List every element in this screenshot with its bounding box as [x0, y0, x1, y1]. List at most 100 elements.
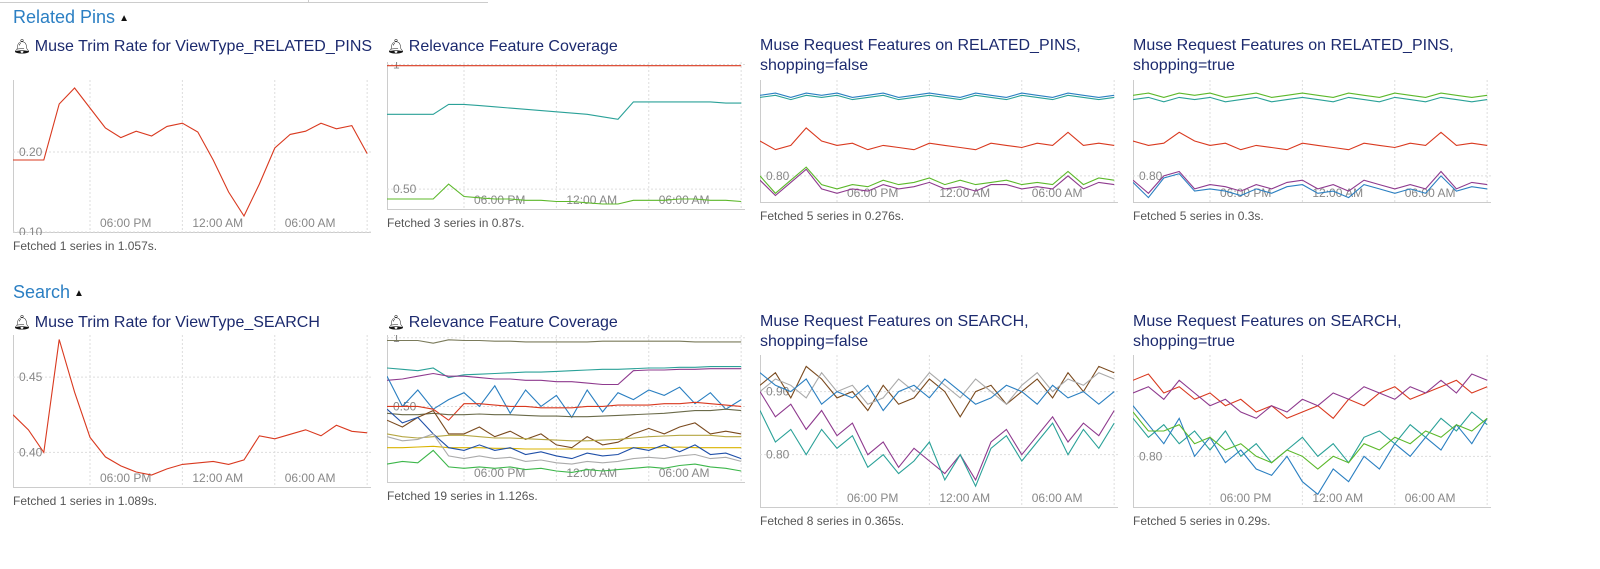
x-tick-label: 06:00 AM: [659, 193, 710, 207]
series-line-7[interactable]: [387, 433, 742, 442]
series-line-11[interactable]: [387, 449, 742, 473]
series-line-3[interactable]: [1133, 170, 1488, 195]
x-tick-label: 06:00 AM: [659, 466, 710, 480]
series-line-4[interactable]: [760, 410, 1115, 488]
series-line-0[interactable]: [1133, 92, 1488, 98]
series-line-1[interactable]: [1133, 96, 1488, 103]
fetch-status: Fetched 1 series in 1.057s.: [13, 239, 158, 253]
chart-title-text: Muse Request Features on RELATED_PINS, s…: [1133, 37, 1454, 74]
series-line-4[interactable]: [760, 168, 1115, 197]
x-tick-label: 06:00 AM: [285, 216, 336, 230]
y-tick-label: 0.80: [766, 169, 790, 183]
series-line-4[interactable]: [1133, 173, 1488, 199]
fetch-status: Fetched 1 series in 1.089s.: [13, 494, 158, 508]
series-line-1[interactable]: [760, 94, 1115, 101]
series-line-0[interactable]: [13, 339, 368, 476]
series-line-8[interactable]: [387, 445, 742, 450]
series-line-4[interactable]: [1133, 411, 1488, 470]
series-line-1[interactable]: [1133, 373, 1488, 419]
y-tick-label: 0.50: [393, 182, 417, 196]
fetch-status: Fetched 5 series in 0.276s.: [760, 209, 905, 223]
series-line-1[interactable]: [387, 101, 742, 120]
x-tick-label: 12:00 AM: [939, 186, 990, 200]
chart-title[interactable]: Muse Request Features on RELATED_PINS, s…: [760, 36, 1132, 76]
chart-panel: Muse Request Features on RELATED_PINS, s…: [760, 36, 1132, 223]
chart-title-text: Muse Request Features on SEARCH, shoppin…: [760, 313, 1029, 350]
chart-title[interactable]: 🔔︎ Relevance Feature Coverage: [387, 312, 759, 352]
series-line-5[interactable]: [387, 408, 742, 418]
x-tick-label: 12:00 AM: [1312, 491, 1363, 505]
section-label: Related Pins: [13, 7, 116, 27]
x-tick-label: 06:00 AM: [285, 471, 336, 485]
series-line-2[interactable]: [1133, 131, 1488, 151]
series-line-4[interactable]: [387, 401, 742, 421]
section-related-pins[interactable]: Related Pins ▲: [13, 7, 129, 28]
chart-title[interactable]: 🔔︎ Muse Trim Rate for ViewType_SEARCH: [13, 312, 385, 352]
y-tick-label: 1: [393, 62, 400, 71]
series-line-1[interactable]: [760, 371, 1115, 405]
x-tick-label: 06:00 AM: [1032, 186, 1083, 200]
x-tick-label: 06:00 PM: [1220, 491, 1271, 505]
series-line-0[interactable]: [387, 339, 742, 344]
y-tick-label: 0.10: [19, 225, 43, 235]
section-search[interactable]: Search ▲: [13, 282, 84, 303]
y-tick-label: 0.90: [766, 385, 790, 399]
bell-icon: 🔔︎: [13, 314, 31, 330]
series-line-1[interactable]: [387, 366, 742, 379]
series-line-3[interactable]: [760, 391, 1115, 482]
series-line-6[interactable]: [387, 409, 742, 449]
series-line-0[interactable]: [13, 87, 368, 218]
series-line-2[interactable]: [760, 372, 1115, 412]
chart-panel: Muse Request Features on RELATED_PINS, s…: [1133, 36, 1505, 223]
y-tick-label: 0.40: [19, 445, 43, 459]
y-tick-label: 1: [393, 335, 400, 345]
fetch-status: Fetched 3 series in 0.87s.: [387, 216, 525, 230]
chart-title-text: Muse Trim Rate for ViewType_RELATED_PINS: [34, 38, 373, 55]
chart-panel: Muse Request Features on SEARCH, shoppin…: [1133, 312, 1505, 528]
series-line-2[interactable]: [387, 368, 742, 386]
chart-title-text: Muse Request Features on RELATED_PINS, s…: [760, 37, 1081, 74]
series-line-0[interactable]: [1133, 373, 1488, 420]
series-line-3[interactable]: [760, 166, 1115, 195]
x-tick-label: 12:00 AM: [192, 216, 243, 230]
x-tick-label: 06:00 PM: [100, 216, 151, 230]
chart-title-text: Muse Trim Rate for ViewType_SEARCH: [34, 314, 320, 331]
chart-title[interactable]: Muse Request Features on SEARCH, shoppin…: [760, 312, 1132, 352]
chart-title[interactable]: Muse Request Features on SEARCH, shoppin…: [1133, 312, 1505, 352]
fetch-status: Fetched 5 series in 0.3s.: [1133, 209, 1264, 223]
fetch-status: Fetched 5 series in 0.29s.: [1133, 514, 1271, 528]
series-line-9[interactable]: [387, 408, 742, 460]
top-input-edge: [0, 0, 309, 3]
chart-title-text: Relevance Feature Coverage: [408, 38, 618, 55]
series-line-3[interactable]: [1133, 405, 1488, 496]
collapse-caret-icon[interactable]: ▲: [74, 287, 84, 299]
collapse-caret-icon[interactable]: ▲: [119, 12, 129, 24]
series-line-10[interactable]: [387, 433, 742, 465]
series-line-3[interactable]: [387, 375, 742, 419]
x-tick-label: 06:00 PM: [847, 186, 898, 200]
chart-title[interactable]: Muse Request Features on RELATED_PINS, s…: [1133, 36, 1505, 76]
chart-title[interactable]: 🔔︎ Muse Trim Rate for ViewType_RELATED_PI…: [13, 36, 385, 76]
series-line-2[interactable]: [760, 127, 1115, 151]
series-line-2[interactable]: [387, 183, 742, 205]
x-tick-label: 06:00 PM: [474, 466, 525, 480]
chart-panel: 🔔︎ Relevance Feature Coverage 06:00 PM 12:0…: [387, 36, 759, 230]
chart-panel: 🔔︎ Muse Trim Rate for ViewType_RELATED_PI…: [13, 36, 385, 253]
series-line-2[interactable]: [1133, 411, 1488, 464]
chart-panel: Muse Request Features on SEARCH, shoppin…: [760, 312, 1132, 528]
series-line-0[interactable]: [760, 92, 1115, 98]
x-tick-label: 12:00 AM: [566, 193, 617, 207]
chart-title[interactable]: 🔔︎ Relevance Feature Coverage: [387, 36, 759, 76]
